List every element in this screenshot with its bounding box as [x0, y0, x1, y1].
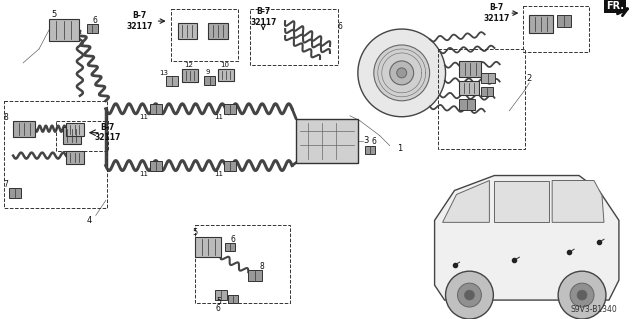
Bar	[228, 295, 238, 303]
Bar	[195, 237, 221, 257]
Text: 5: 5	[193, 228, 198, 237]
Bar	[13, 121, 35, 137]
Circle shape	[358, 29, 445, 117]
Bar	[216, 290, 227, 300]
Bar	[204, 76, 216, 85]
Text: 2: 2	[527, 74, 532, 83]
Bar	[460, 99, 476, 110]
Text: 12: 12	[184, 62, 193, 68]
Bar	[9, 189, 21, 198]
Bar	[49, 19, 79, 41]
Bar	[481, 73, 495, 83]
Text: 3: 3	[363, 136, 369, 145]
Text: B-7
32117: B-7 32117	[95, 123, 121, 142]
Bar	[460, 81, 479, 95]
Polygon shape	[442, 181, 490, 222]
Bar	[250, 9, 338, 65]
Bar	[438, 49, 525, 149]
Bar	[209, 23, 228, 39]
Bar	[150, 160, 161, 171]
Circle shape	[570, 283, 594, 307]
Text: 4: 4	[86, 216, 92, 225]
Text: 10: 10	[220, 62, 229, 68]
Bar	[365, 146, 375, 153]
Circle shape	[458, 283, 481, 307]
Bar	[481, 87, 493, 96]
Bar	[4, 101, 107, 208]
Text: 11: 11	[214, 114, 223, 120]
Bar	[218, 69, 234, 81]
Circle shape	[558, 271, 606, 319]
Circle shape	[445, 271, 493, 319]
Circle shape	[374, 45, 429, 101]
Bar	[182, 69, 198, 82]
Bar	[195, 225, 290, 303]
Text: B-7
32117: B-7 32117	[483, 4, 509, 23]
Bar	[166, 76, 177, 86]
Bar	[150, 104, 161, 114]
Circle shape	[577, 290, 587, 300]
Polygon shape	[552, 181, 604, 222]
Text: 5: 5	[51, 10, 56, 19]
Bar	[529, 15, 553, 33]
Bar	[170, 9, 238, 61]
Bar	[557, 15, 571, 27]
Bar	[87, 24, 98, 33]
Bar	[63, 127, 81, 144]
Text: 6: 6	[231, 235, 236, 244]
Bar	[460, 61, 481, 77]
Polygon shape	[494, 181, 549, 222]
Bar	[524, 6, 589, 52]
Bar	[66, 123, 84, 136]
Text: 6: 6	[216, 304, 221, 313]
Polygon shape	[435, 175, 619, 300]
Text: 8: 8	[4, 113, 8, 122]
Bar	[225, 243, 236, 251]
Text: 6: 6	[371, 137, 376, 146]
Text: B-7
32117: B-7 32117	[250, 7, 276, 27]
Text: 13: 13	[159, 70, 168, 76]
Text: FR.: FR.	[606, 1, 624, 11]
Circle shape	[465, 290, 474, 300]
Text: 1: 1	[397, 144, 403, 153]
Text: S9V3-B1340: S9V3-B1340	[571, 305, 618, 314]
Bar	[66, 151, 84, 164]
Circle shape	[390, 61, 413, 85]
Bar	[177, 23, 198, 39]
Text: 5: 5	[216, 297, 221, 306]
Text: 11: 11	[139, 114, 148, 120]
Bar	[248, 270, 262, 281]
Bar	[296, 119, 358, 163]
Text: 8: 8	[260, 262, 264, 271]
Bar	[225, 160, 236, 171]
Text: B-7
32117: B-7 32117	[127, 11, 153, 31]
Text: 11: 11	[214, 171, 223, 176]
Bar	[225, 104, 236, 114]
Circle shape	[397, 68, 406, 78]
Text: 6: 6	[92, 16, 97, 25]
Text: 11: 11	[139, 171, 148, 176]
Text: 9: 9	[205, 69, 210, 75]
Bar	[56, 121, 108, 151]
Text: 7: 7	[4, 180, 8, 189]
Text: 6: 6	[337, 22, 342, 31]
